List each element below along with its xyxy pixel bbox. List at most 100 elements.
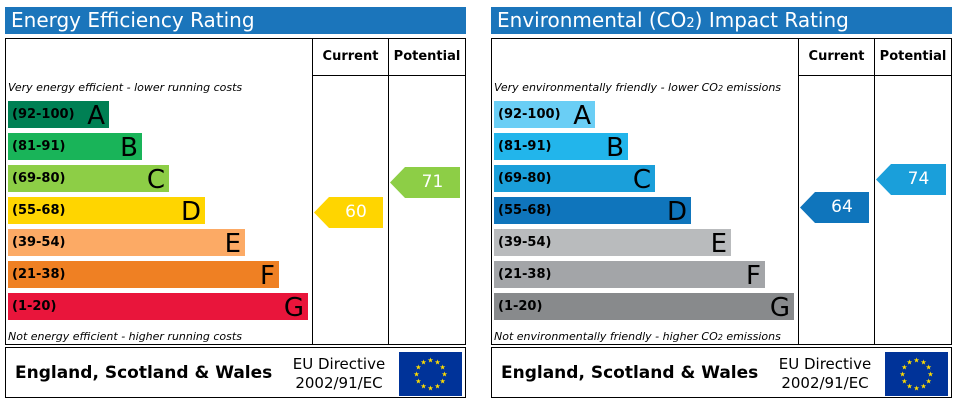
energy-chart-box: Current Potential Very energy efficient …	[5, 38, 466, 345]
star-icon: ★	[415, 364, 421, 372]
rating-band-b: (81-91) B	[494, 133, 628, 163]
rating-band-e: (39-54) E	[494, 229, 731, 259]
current-rating-value: 64	[831, 197, 853, 217]
band-range-label: (55-68)	[12, 203, 66, 218]
band-range-label: (92-100)	[12, 107, 75, 122]
current-rating-arrow: 60	[314, 197, 383, 228]
environmental-top-note: Very environmentally friendly - lower CO…	[494, 81, 782, 94]
eu-flag-icon: ★ ★ ★ ★ ★ ★ ★ ★ ★ ★ ★ ★	[885, 352, 948, 396]
potential-arrow-shape	[390, 167, 460, 198]
star-icon: ★	[901, 378, 907, 386]
rating-band-c: (69-80) C	[8, 165, 169, 195]
potential-rating-arrow: 74	[876, 164, 946, 195]
potential-rating-value: 71	[421, 172, 444, 192]
star-icon: ★	[420, 383, 426, 391]
star-icon: ★	[906, 383, 912, 391]
star-icon: ★	[434, 358, 440, 366]
band-range-label: (39-54)	[498, 235, 552, 250]
band-range-label: (21-38)	[12, 267, 66, 282]
region-label: England, Scotland & Wales	[501, 363, 759, 383]
eu-directive-label: EU Directive 2002/91/EC	[292, 355, 386, 392]
energy-bottom-note: Not energy efficient - higher running co…	[8, 330, 242, 343]
band-range-label: (55-68)	[498, 203, 552, 218]
potential-arrow-shape	[876, 164, 946, 195]
environmental-chart-title: Environmental (CO2) Impact Rating	[491, 7, 952, 34]
band-letter: G	[769, 293, 790, 323]
star-icon: ★	[439, 378, 445, 386]
star-icon: ★	[925, 364, 931, 372]
current-column-header: Current	[322, 49, 379, 64]
band-range-label: (1-20)	[498, 299, 543, 314]
rating-band-b: (81-91) B	[8, 133, 142, 163]
rating-band-g: (1-20) G	[8, 293, 308, 323]
current-column-header: Current	[808, 49, 865, 64]
star-icon: ★	[427, 385, 433, 393]
current-arrow-shape	[800, 192, 869, 223]
potential-column-header: Potential	[879, 49, 947, 64]
current-rating-value: 60	[345, 202, 367, 222]
star-icon: ★	[920, 358, 926, 366]
star-icon: ★	[906, 358, 912, 366]
star-icon: ★	[901, 364, 907, 372]
potential-rating-value: 74	[907, 169, 930, 189]
rating-band-g: (1-20) G	[494, 293, 794, 323]
band-letter: C	[146, 165, 165, 195]
eu-directive-label: EU Directive 2002/91/EC	[778, 355, 872, 392]
rating-band-f: (21-38) F	[494, 261, 765, 291]
band-letter: A	[87, 101, 105, 131]
rating-band-f: (21-38) F	[8, 261, 279, 291]
star-icon: ★	[913, 357, 919, 365]
environmental-chart-box: Current Potential Very environmentally f…	[491, 38, 952, 345]
current-rating-arrow: 64	[800, 192, 869, 223]
band-range-label: (39-54)	[12, 235, 66, 250]
band-letter: E	[224, 229, 241, 259]
star-icon: ★	[441, 371, 447, 379]
environmental-footer: England, Scotland & Wales EU Directive 2…	[491, 347, 952, 398]
star-icon: ★	[925, 378, 931, 386]
band-letter: E	[710, 229, 727, 259]
current-arrow-shape	[314, 197, 383, 228]
band-range-label: (81-91)	[498, 139, 552, 154]
band-letter: A	[573, 101, 591, 131]
energy-efficiency-panel: Energy Efficiency Rating Current Potenti…	[5, 7, 466, 398]
band-letter: F	[746, 261, 761, 291]
rating-band-d: (55-68) D	[8, 197, 205, 227]
star-icon: ★	[927, 371, 933, 379]
rating-band-a: (92-100) A	[8, 101, 109, 131]
star-icon: ★	[434, 383, 440, 391]
band-range-label: (81-91)	[12, 139, 66, 154]
environmental-impact-panel: Environmental (CO2) Impact Rating Curren…	[491, 7, 952, 398]
band-letter: D	[666, 197, 687, 227]
rating-band-e: (39-54) E	[8, 229, 245, 259]
band-range-label: (92-100)	[498, 107, 561, 122]
region-label: England, Scotland & Wales	[15, 363, 273, 383]
rating-band-a: (92-100) A	[494, 101, 595, 131]
eu-flag-icon: ★ ★ ★ ★ ★ ★ ★ ★ ★ ★ ★ ★	[399, 352, 462, 396]
band-letter: C	[632, 165, 651, 195]
band-letter: F	[260, 261, 275, 291]
star-icon: ★	[427, 357, 433, 365]
star-icon: ★	[413, 371, 419, 379]
star-icon: ★	[920, 383, 926, 391]
rating-band-d: (55-68) D	[494, 197, 691, 227]
potential-column-header: Potential	[393, 49, 461, 64]
star-icon: ★	[913, 385, 919, 393]
band-letter: B	[606, 133, 624, 163]
band-letter: D	[180, 197, 201, 227]
star-icon: ★	[420, 358, 426, 366]
energy-footer: England, Scotland & Wales EU Directive 2…	[5, 347, 466, 398]
energy-top-note: Very energy efficient - lower running co…	[8, 81, 243, 94]
band-range-label: (1-20)	[12, 299, 57, 314]
environmental-bottom-note: Not environmentally friendly - higher CO…	[494, 330, 781, 343]
star-icon: ★	[899, 371, 905, 379]
band-letter: B	[120, 133, 138, 163]
rating-band-c: (69-80) C	[494, 165, 655, 195]
energy-chart-title: Energy Efficiency Rating	[5, 7, 466, 34]
band-range-label: (21-38)	[498, 267, 552, 282]
star-icon: ★	[439, 364, 445, 372]
potential-rating-arrow: 71	[390, 167, 460, 198]
band-letter: G	[283, 293, 304, 323]
star-icon: ★	[415, 378, 421, 386]
band-range-label: (69-80)	[498, 171, 552, 186]
band-range-label: (69-80)	[12, 171, 66, 186]
